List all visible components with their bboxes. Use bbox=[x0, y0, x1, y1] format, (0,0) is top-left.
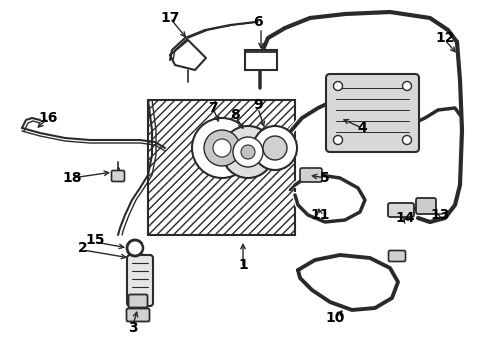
FancyBboxPatch shape bbox=[326, 74, 419, 152]
Text: 2: 2 bbox=[78, 241, 88, 255]
Text: 3: 3 bbox=[128, 321, 138, 335]
Text: 1: 1 bbox=[238, 258, 248, 272]
Circle shape bbox=[233, 137, 263, 167]
Text: 18: 18 bbox=[62, 171, 82, 185]
Text: 10: 10 bbox=[325, 311, 344, 325]
Circle shape bbox=[222, 126, 274, 178]
Circle shape bbox=[241, 145, 255, 159]
Text: 12: 12 bbox=[435, 31, 455, 45]
Text: 14: 14 bbox=[395, 211, 415, 225]
Text: 16: 16 bbox=[38, 111, 58, 125]
FancyBboxPatch shape bbox=[416, 198, 436, 214]
Text: 7: 7 bbox=[208, 101, 218, 115]
Text: 6: 6 bbox=[253, 15, 263, 29]
FancyBboxPatch shape bbox=[388, 203, 414, 217]
FancyBboxPatch shape bbox=[126, 309, 149, 321]
Circle shape bbox=[402, 135, 412, 144]
Circle shape bbox=[253, 126, 297, 170]
Circle shape bbox=[334, 135, 343, 144]
Circle shape bbox=[127, 240, 143, 256]
Text: 5: 5 bbox=[320, 171, 330, 185]
FancyBboxPatch shape bbox=[128, 294, 147, 307]
Text: 13: 13 bbox=[430, 208, 450, 222]
Text: 11: 11 bbox=[310, 208, 330, 222]
Text: 17: 17 bbox=[160, 11, 180, 25]
FancyBboxPatch shape bbox=[127, 255, 153, 306]
Circle shape bbox=[334, 81, 343, 90]
FancyBboxPatch shape bbox=[389, 251, 406, 261]
Circle shape bbox=[402, 81, 412, 90]
FancyBboxPatch shape bbox=[300, 168, 322, 182]
Circle shape bbox=[192, 118, 252, 178]
Text: 9: 9 bbox=[253, 98, 263, 112]
Bar bbox=[245, 50, 277, 70]
FancyBboxPatch shape bbox=[112, 171, 124, 181]
Text: 8: 8 bbox=[230, 108, 240, 122]
Text: 4: 4 bbox=[357, 121, 367, 135]
Circle shape bbox=[204, 130, 240, 166]
Circle shape bbox=[263, 136, 287, 160]
Text: 15: 15 bbox=[85, 233, 105, 247]
Polygon shape bbox=[148, 100, 295, 235]
Circle shape bbox=[213, 139, 231, 157]
